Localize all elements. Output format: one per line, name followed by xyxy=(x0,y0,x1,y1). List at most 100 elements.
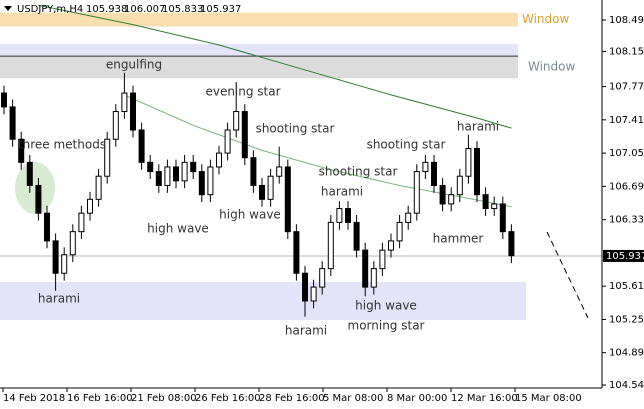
x-tick-label: 28 Feb 16:00 xyxy=(259,393,325,404)
candle-body xyxy=(345,208,351,223)
title-value: 105.833 xyxy=(162,4,203,15)
candle-body xyxy=(448,194,455,205)
last-price-label: 105.937 xyxy=(606,251,644,262)
x-tick-label: 16 Feb 16:00 xyxy=(67,393,133,404)
title-value: 105.937 xyxy=(200,4,241,15)
candle-body xyxy=(293,231,300,274)
candle-body xyxy=(370,268,377,288)
pattern-label: high wave xyxy=(147,222,209,236)
y-tick-label: 107.050 xyxy=(609,148,644,159)
x-tick-label: 15 Mar 08:00 xyxy=(515,393,582,404)
candle-body xyxy=(508,231,515,257)
candle-body xyxy=(35,184,42,214)
y-tick-label: 107.410 xyxy=(609,115,644,126)
pattern-label: shooting star xyxy=(256,122,335,136)
candle-body xyxy=(216,152,222,168)
candle-body xyxy=(310,286,317,302)
pattern-label: harami xyxy=(285,324,327,338)
candle-body xyxy=(207,166,214,196)
x-tick-label: 12 Mar 16:00 xyxy=(451,393,518,404)
zone xyxy=(0,12,518,27)
pattern-label: hammer xyxy=(433,232,484,246)
zone-label: Window xyxy=(522,12,570,26)
candle-body xyxy=(302,272,308,302)
candle-body xyxy=(336,208,343,223)
y-tick-label: 104.890 xyxy=(609,348,644,359)
chart-title: USDJPY,m,H4 xyxy=(17,4,83,15)
menu-triangle xyxy=(4,6,12,11)
pattern-label: shooting star xyxy=(319,165,398,179)
x-tick-label: 21 Feb 08:00 xyxy=(131,393,197,404)
plot xyxy=(0,4,602,317)
pattern-label: morning star xyxy=(348,319,425,333)
candle-body xyxy=(147,161,154,173)
y-tick-label: 106.690 xyxy=(609,181,644,192)
zone xyxy=(0,56,518,79)
pattern-label: harami xyxy=(321,185,363,199)
projection xyxy=(546,231,589,319)
candle-body xyxy=(87,198,93,214)
candle-body xyxy=(18,138,25,163)
candle-body xyxy=(388,240,394,251)
zone xyxy=(0,282,526,321)
candle-body xyxy=(241,111,248,159)
candle-body xyxy=(499,203,506,233)
candle-body xyxy=(138,129,145,163)
pattern-label: evening star xyxy=(205,85,280,99)
candle-body xyxy=(431,161,437,186)
candle-body xyxy=(396,221,403,242)
pattern-label: three methods xyxy=(18,138,106,152)
candle-body xyxy=(276,166,283,177)
y-tick-label: 105.610 xyxy=(609,281,644,292)
candle-body xyxy=(405,212,412,223)
candle-body xyxy=(267,175,274,200)
candle-body xyxy=(190,161,197,173)
candle-body xyxy=(112,111,119,140)
x-tick-label: 14 Feb 2018 xyxy=(3,393,65,404)
y-tick-label: 108.150 xyxy=(609,46,644,57)
pattern-label: shooting star xyxy=(367,138,446,152)
last-price-box xyxy=(603,249,644,262)
candle-body xyxy=(465,147,472,177)
x-tick-label: 8 Mar 00:00 xyxy=(387,393,447,404)
y-tick-label: 104.540 xyxy=(609,380,644,391)
candle-body xyxy=(413,171,420,214)
candle-body xyxy=(69,231,76,256)
zones: Window Window xyxy=(0,12,576,321)
candle-body xyxy=(52,240,59,274)
candle-body xyxy=(173,166,179,182)
y-tick-label: 106.330 xyxy=(609,215,644,226)
candle-body xyxy=(456,175,463,196)
candle-body xyxy=(95,175,102,200)
candle-body xyxy=(1,92,7,108)
pattern-label: high wave xyxy=(219,208,281,222)
y-tick-label: 108.490 xyxy=(609,15,644,26)
candle-body xyxy=(482,194,489,210)
highlight xyxy=(15,162,55,214)
candle-body xyxy=(362,249,369,288)
moving-average xyxy=(38,4,512,129)
x-tick-label: 5 Mar 08:00 xyxy=(323,393,383,404)
candle-body xyxy=(319,268,326,288)
candle-body xyxy=(439,184,446,205)
candle-body xyxy=(233,111,240,131)
candle-body xyxy=(491,203,498,210)
candle-body xyxy=(44,212,50,242)
x-tick-label: 26 Feb 16:00 xyxy=(195,393,261,404)
candle-body xyxy=(379,249,386,270)
candle-body xyxy=(224,129,231,154)
candle-body xyxy=(130,92,136,131)
candle-body xyxy=(164,166,171,186)
moving-average xyxy=(124,94,512,208)
candle-body xyxy=(104,138,111,177)
candle-body xyxy=(250,157,257,186)
candle-body xyxy=(474,147,480,196)
candle-body xyxy=(155,171,162,186)
title-value: 105.938 xyxy=(86,4,127,15)
candle-body xyxy=(259,184,265,200)
candle-body xyxy=(9,106,16,140)
candle-body xyxy=(121,92,128,113)
pattern-label: engulfing xyxy=(106,58,162,72)
title-value: 106.007 xyxy=(124,4,165,15)
